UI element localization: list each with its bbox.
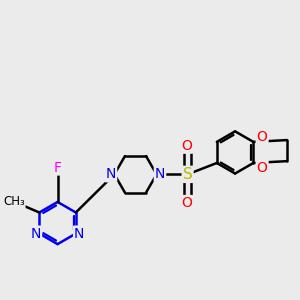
Text: F: F — [54, 160, 61, 175]
Text: N: N — [31, 226, 41, 241]
Text: O: O — [257, 130, 268, 144]
Text: O: O — [181, 139, 192, 153]
Text: CH₃: CH₃ — [3, 195, 25, 208]
Text: N: N — [106, 167, 116, 181]
Text: S: S — [183, 167, 193, 182]
Text: O: O — [257, 161, 268, 175]
Text: O: O — [181, 196, 192, 210]
Text: N: N — [155, 167, 165, 181]
Text: N: N — [74, 226, 84, 241]
